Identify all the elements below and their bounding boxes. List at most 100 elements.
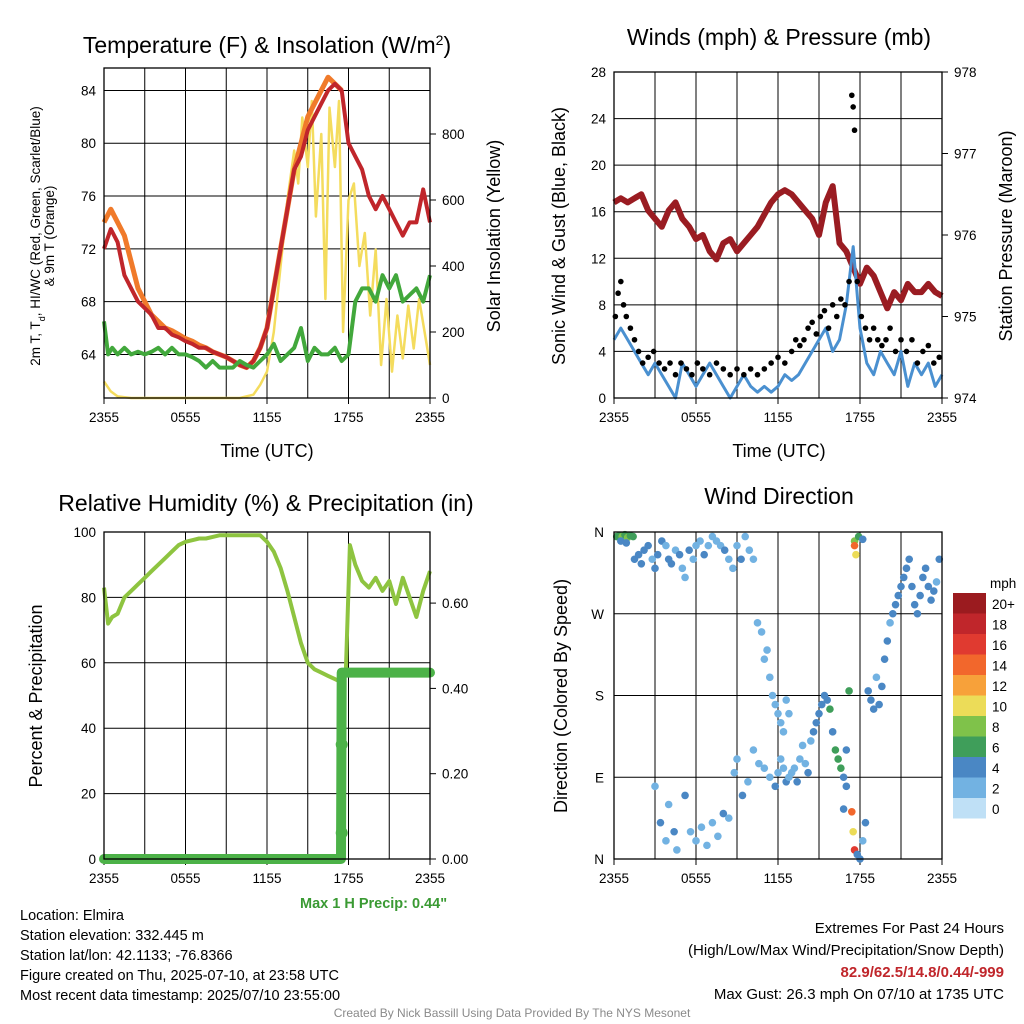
direction-point — [719, 809, 728, 818]
x-tick-label: 2355 — [415, 871, 445, 886]
temp-plot: 2355 0555 1155 1755 2355 64 68 72 76 80 84 0 200 400 6… — [81, 67, 465, 425]
extremes-info: Extremes For Past 24 Hours (High/Low/Max… — [560, 918, 1004, 1006]
temp-ylabel-right: Solar Insolation (Yellow) — [484, 140, 504, 332]
direction-point — [858, 535, 867, 544]
gust-point — [892, 348, 899, 355]
legend-label: 14 — [992, 659, 1008, 674]
direction-point — [839, 805, 848, 813]
gust-point — [635, 348, 642, 355]
direction-point — [801, 759, 810, 768]
direction-point — [696, 537, 704, 545]
gust-point — [842, 302, 848, 308]
direction-point — [867, 696, 875, 704]
direction-point — [737, 555, 745, 564]
gust-point — [713, 360, 720, 366]
direction-point — [760, 764, 769, 772]
x-tick-label: 2355 — [89, 871, 119, 886]
direction-point — [839, 773, 848, 782]
direction-point — [714, 832, 722, 841]
legend-label: 2 — [992, 782, 1000, 797]
gust-point — [775, 354, 781, 361]
gust-point — [903, 348, 910, 355]
y-tick-label: 12 — [591, 251, 606, 266]
gust-point — [639, 360, 646, 366]
latlon-text: Station lat/lon: 42.1133; -76.8366 — [20, 948, 233, 964]
direction-point — [845, 687, 853, 695]
x-tick-label: 2355 — [415, 410, 445, 425]
legend-label: 8 — [992, 720, 1000, 735]
direction-point — [850, 541, 859, 550]
direction-point — [768, 691, 777, 700]
legend-swatch — [953, 613, 986, 634]
x-tick-label: 1155 — [252, 410, 281, 425]
direction-point — [776, 755, 785, 763]
x-tick-label: 1755 — [845, 410, 875, 425]
x-tick-label: 1755 — [333, 410, 363, 425]
station-info: Location: Elmira Station elevation: 332.… — [20, 906, 340, 1006]
legend-swatch — [953, 695, 986, 716]
direction-point — [766, 673, 774, 682]
legend-label: 12 — [992, 679, 1007, 694]
x-tick-label: 2355 — [927, 871, 957, 886]
gust-point — [754, 371, 761, 378]
direction-point — [749, 746, 758, 754]
direction-point — [793, 777, 801, 786]
direction-point — [749, 555, 758, 564]
direction-point — [913, 609, 922, 618]
legend-title: mph — [990, 576, 1016, 591]
direction-point — [798, 741, 807, 750]
gust-point — [851, 127, 858, 134]
direction-point — [779, 728, 788, 736]
direction-point — [745, 546, 754, 554]
gust-point — [866, 336, 873, 343]
gust-point — [817, 313, 824, 320]
y-tick-label: 72 — [81, 242, 96, 257]
y2-tick-label: 200 — [442, 325, 465, 340]
direction-point — [648, 555, 657, 564]
gust-point — [615, 290, 621, 297]
direction-point — [774, 768, 782, 777]
legend-label: 10 — [992, 700, 1007, 715]
rh-title: Relative Humidity (%) & Precipitation (i… — [58, 490, 473, 516]
gust-point — [858, 313, 865, 320]
gust-point — [925, 342, 932, 349]
gust-point — [768, 360, 774, 366]
y2-tick-label: 0.60 — [442, 596, 468, 611]
direction-point — [662, 837, 670, 845]
direction-point — [817, 700, 826, 709]
direction-point — [771, 782, 780, 791]
legend-swatch — [953, 593, 986, 614]
y-tick-label: 84 — [81, 83, 97, 98]
gust-point — [833, 313, 840, 320]
direction-point — [704, 541, 713, 550]
gust-point — [898, 336, 904, 343]
legend-label: 6 — [992, 741, 1000, 756]
direction-point — [741, 532, 749, 541]
gust-point — [797, 342, 803, 349]
wind-title: Winds (mph) & Pressure (mb) — [627, 24, 931, 50]
direction-point — [753, 619, 762, 627]
direction-point — [651, 782, 659, 791]
direction-point — [700, 550, 708, 559]
temp-ylabel-left: 2m T, Td, HI/WC (Red, Green, Scarlet/Blu… — [28, 106, 47, 366]
gust-point — [788, 348, 795, 355]
direction-point — [790, 764, 799, 772]
direction-point — [678, 564, 687, 573]
y-tick-label: N — [594, 525, 604, 540]
gust-point — [631, 336, 638, 343]
direction-point — [686, 827, 695, 836]
series-orange — [101, 74, 344, 371]
created-text: Figure created on Thu, 2025-07-10, at 23… — [20, 968, 339, 984]
direction-point — [916, 591, 924, 600]
dir-ylabel-left: Direction (Colored By Speed) — [551, 579, 571, 813]
direction-point — [667, 559, 676, 568]
gust-point — [914, 360, 921, 366]
direction-point — [782, 696, 790, 704]
wind-xlabel: Time (UTC) — [732, 441, 825, 461]
direction-point — [664, 800, 673, 809]
direction-point — [730, 768, 739, 777]
direction-point — [842, 782, 851, 791]
y2-tick-label: 600 — [442, 193, 465, 208]
series-rh — [102, 533, 432, 685]
legend-swatch — [953, 675, 986, 696]
